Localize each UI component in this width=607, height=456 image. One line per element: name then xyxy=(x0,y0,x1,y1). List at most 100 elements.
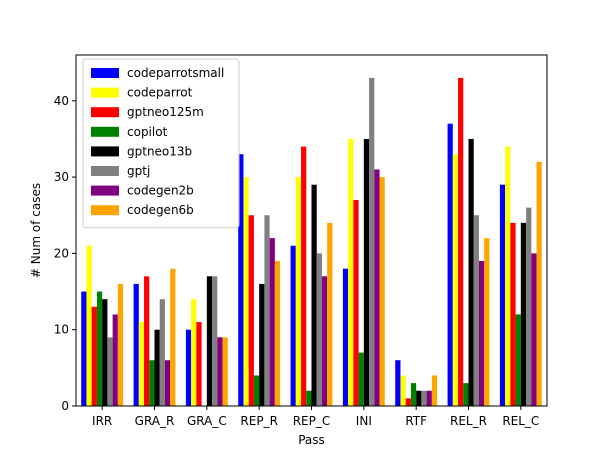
bar-gptneo125m-GRA_R xyxy=(144,276,150,406)
bar-codegen2b-GRA_C xyxy=(217,337,223,406)
bar-copilot-INI xyxy=(358,352,364,406)
y-tick-label: 20 xyxy=(54,246,69,260)
bar-codeparrot-IRR xyxy=(86,245,92,406)
bar-copilot-REL_C xyxy=(515,314,521,406)
bar-codegen6b-REP_R xyxy=(274,261,281,406)
bar-codeparrot-REL_R xyxy=(452,154,459,406)
x-tick-label: REL_C xyxy=(502,414,539,428)
x-tick-label: RTF xyxy=(405,414,427,428)
bar-gptj-REP_R xyxy=(264,215,270,406)
bar-codeparrot-INI xyxy=(348,138,354,406)
legend-swatch-codeparrot xyxy=(91,87,119,98)
bar-gptneo13b-REP_R xyxy=(259,283,265,406)
bar-codegen6b-REP_C xyxy=(327,222,333,406)
bar-codeparrot-GRA_C xyxy=(191,299,197,406)
bar-gptneo13b-GRA_R xyxy=(154,329,160,406)
bar-codeparrotsmall-IRR xyxy=(81,291,87,406)
y-axis-ticks: 0 10 20 30 40 xyxy=(54,94,76,413)
bar-copilot-IRR xyxy=(96,291,103,406)
bar-copilot-GRA_R xyxy=(149,360,155,406)
bar-codegen2b-REL_C xyxy=(531,253,537,406)
bar-codegen2b-REP_C xyxy=(321,276,328,406)
bar-codegen2b-REL_R xyxy=(478,261,485,406)
bar-codegen6b-GRA_R xyxy=(170,268,176,406)
bar-gptneo125m-INI xyxy=(353,199,359,406)
bar-gptneo13b-RTF xyxy=(416,390,422,406)
y-tick-label: 0 xyxy=(61,399,69,413)
bar-codeparrot-REP_C xyxy=(295,177,302,406)
x-axis-ticks: IRR GRA_R GRA_C REP_R REP_C INI RTF REL_R REL_C xyxy=(92,406,539,428)
x-tick-label: REP_C xyxy=(293,414,331,428)
legend-label-gptneo125m: gptneo125m xyxy=(127,105,204,119)
legend-label-codegen2b: codegen2b xyxy=(127,184,194,198)
bar-codegen6b-GRA_C xyxy=(222,337,228,406)
bar-codegen2b-IRR xyxy=(112,314,118,406)
bar-gptj-IRR xyxy=(107,337,113,406)
bar-gptj-REL_C xyxy=(526,207,532,406)
y-tick-label: 30 xyxy=(54,170,69,184)
y-tick-label: 10 xyxy=(54,323,69,337)
bar-gptneo125m-REP_C xyxy=(301,146,307,406)
bar-gptneo13b-REL_C xyxy=(520,222,527,406)
bar-gptneo13b-REP_C xyxy=(311,184,317,406)
legend-box xyxy=(82,58,240,229)
bar-gptneo13b-INI xyxy=(363,138,370,406)
legend-swatch-gptj xyxy=(91,166,119,176)
x-tick-label: REL_R xyxy=(450,414,487,428)
legend-label-codeparrotsmall: codeparrotsmall xyxy=(127,66,224,80)
bar-codeparrotsmall-GRA_R xyxy=(133,283,139,406)
legend-label-codegen6b: codegen6b xyxy=(127,203,194,217)
bar-gptneo125m-REP_R xyxy=(248,215,254,406)
legend-swatch-copilot xyxy=(91,126,119,137)
bar-gptneo125m-GRA_C xyxy=(196,322,202,406)
bar-gptneo125m-REL_R xyxy=(458,77,464,406)
bar-gptj-RTF xyxy=(421,390,427,406)
bar-codegen2b-RTF xyxy=(426,390,432,406)
bar-codegen6b-IRR xyxy=(117,283,124,406)
x-tick-label: REP_R xyxy=(240,414,278,428)
bar-codeparrot-REP_R xyxy=(243,177,249,406)
bar-copilot-RTF xyxy=(410,383,417,406)
bar-gptj-REP_C xyxy=(316,253,322,406)
bar-copilot-REP_R xyxy=(253,375,260,406)
legend-swatch-codeparrotsmall xyxy=(91,68,119,78)
x-axis-label: Pass xyxy=(298,433,325,447)
legend-swatch-codegen2b xyxy=(91,185,119,196)
bar-gptneo13b-IRR xyxy=(102,299,108,406)
bars xyxy=(81,77,542,407)
bar-gptj-GRA_C xyxy=(212,276,218,406)
y-tick-label: 40 xyxy=(54,94,69,108)
bar-gptj-REL_R xyxy=(473,215,479,406)
x-tick-label: GRA_C xyxy=(187,414,227,428)
bar-copilot-REP_C xyxy=(306,390,312,406)
x-tick-label: IRR xyxy=(92,414,112,428)
bar-codeparrotsmall-REL_C xyxy=(499,184,506,406)
legend-swatch-gptneo125m xyxy=(91,107,119,118)
bar-codeparrotsmall-GRA_C xyxy=(185,329,192,406)
legend-label-codeparrot: codeparrot xyxy=(127,86,193,100)
bar-gptneo125m-RTF xyxy=(405,398,411,406)
bar-copilot-REL_R xyxy=(463,383,469,406)
legend-label-copilot: copilot xyxy=(127,125,168,139)
bar-gptneo13b-REL_R xyxy=(468,138,474,406)
legend: codeparrotsmall codeparrot gptneo125m copil… xyxy=(82,58,240,229)
bar-codegen6b-INI xyxy=(379,177,385,406)
legend-swatch-gptneo13b xyxy=(91,146,119,157)
bar-gptneo13b-GRA_C xyxy=(206,276,213,406)
bar-codegen6b-REL_C xyxy=(536,161,542,406)
bar-codeparrotsmall-REP_R xyxy=(238,154,244,406)
bar-codegen2b-REP_R xyxy=(269,238,275,406)
bar-codegen6b-REL_R xyxy=(484,238,490,406)
bar-codeparrotsmall-REL_R xyxy=(447,123,453,407)
bar-gptj-INI xyxy=(369,77,375,406)
bar-codeparrotsmall-REP_C xyxy=(290,245,296,406)
bar-codeparrot-RTF xyxy=(400,375,406,406)
bar-codeparrot-GRA_R xyxy=(138,322,145,406)
bar-codegen2b-GRA_R xyxy=(164,360,171,406)
bar-gptj-GRA_R xyxy=(159,299,165,406)
plot-frame xyxy=(75,54,548,407)
bar-gptneo125m-REL_C xyxy=(510,222,516,406)
x-tick-label: GRA_R xyxy=(135,414,175,428)
x-tick-label: INI xyxy=(356,414,372,428)
